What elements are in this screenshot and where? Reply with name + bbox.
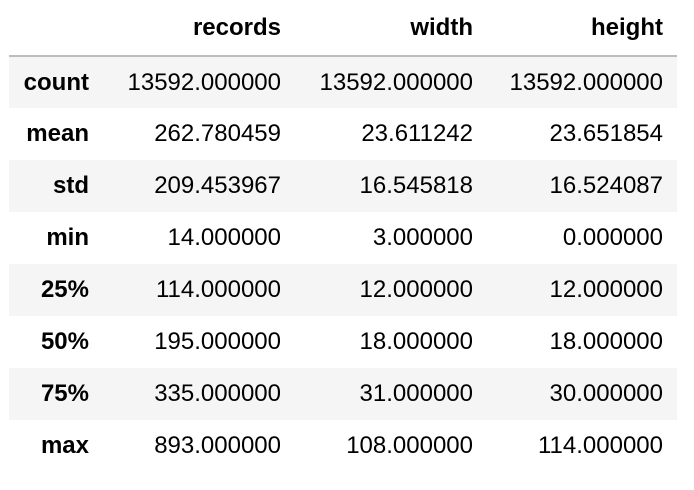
table-cell: 262.780459 (154, 120, 281, 147)
table-row: std 209.453967 16.545818 16.524087 (9, 160, 677, 212)
dataframe-output: records width height count 13592.000000 … (9, 0, 677, 472)
row-index: count (23, 68, 89, 96)
row-index: 50% (40, 328, 89, 355)
table-row: 25% 114.000000 12.000000 12.000000 (9, 264, 677, 316)
table-cell: 13592.000000 (127, 68, 282, 96)
table-cell: 3.000000 (372, 224, 473, 251)
row-index: max (40, 432, 89, 459)
index-header (9, 0, 103, 57)
table-cell: 335.000000 (154, 380, 281, 407)
table-cell: 14.000000 (167, 224, 281, 251)
table-cell: 195.000000 (154, 328, 281, 355)
table-row: count 13592.000000 13592.000000 13592.00… (9, 56, 677, 108)
table-cell: 114.000000 (155, 276, 281, 303)
column-header-width: width (295, 0, 487, 57)
table-cell: 31.000000 (359, 380, 473, 407)
describe-table: records width height count 13592.000000 … (9, 0, 677, 472)
row-index: 25% (40, 276, 89, 303)
table-cell: 16.545818 (359, 172, 473, 199)
table-cell: 30.000000 (549, 380, 663, 407)
row-index: 75% (40, 380, 89, 407)
table-header: records width height (9, 0, 677, 57)
table-cell: 12.000000 (359, 276, 473, 303)
row-index: std (53, 172, 89, 199)
row-index: min (46, 224, 89, 251)
table-cell: 209.453967 (154, 172, 281, 199)
table-cell: 18.000000 (359, 328, 473, 355)
column-header-height: height (487, 0, 677, 57)
table-cell: 23.611242 (361, 120, 473, 147)
table-row: 50% 195.000000 18.000000 18.000000 (9, 316, 677, 368)
table-cell: 12.000000 (549, 276, 663, 303)
header-row: records width height (9, 0, 677, 57)
table-body: count 13592.000000 13592.000000 13592.00… (9, 56, 677, 472)
table-row: mean 262.780459 23.611242 23.651854 (9, 108, 677, 160)
table-cell: 13592.000000 (509, 68, 664, 96)
table-cell: 0.000000 (562, 224, 663, 251)
row-index: mean (26, 120, 89, 147)
table-cell: 893.000000 (154, 432, 281, 459)
table-cell: 18.000000 (549, 328, 663, 355)
table-cell: 114.000000 (537, 432, 663, 459)
table-row: 75% 335.000000 31.000000 30.000000 (9, 368, 677, 420)
table-cell: 13592.000000 (319, 68, 474, 96)
table-row: min 14.000000 3.000000 0.000000 (9, 212, 677, 264)
column-header-records: records (103, 0, 295, 57)
table-cell: 23.651854 (549, 120, 663, 147)
table-cell: 108.000000 (346, 432, 473, 459)
table-cell: 16.524087 (549, 172, 663, 199)
table-row: max 893.000000 108.000000 114.000000 (9, 420, 677, 472)
